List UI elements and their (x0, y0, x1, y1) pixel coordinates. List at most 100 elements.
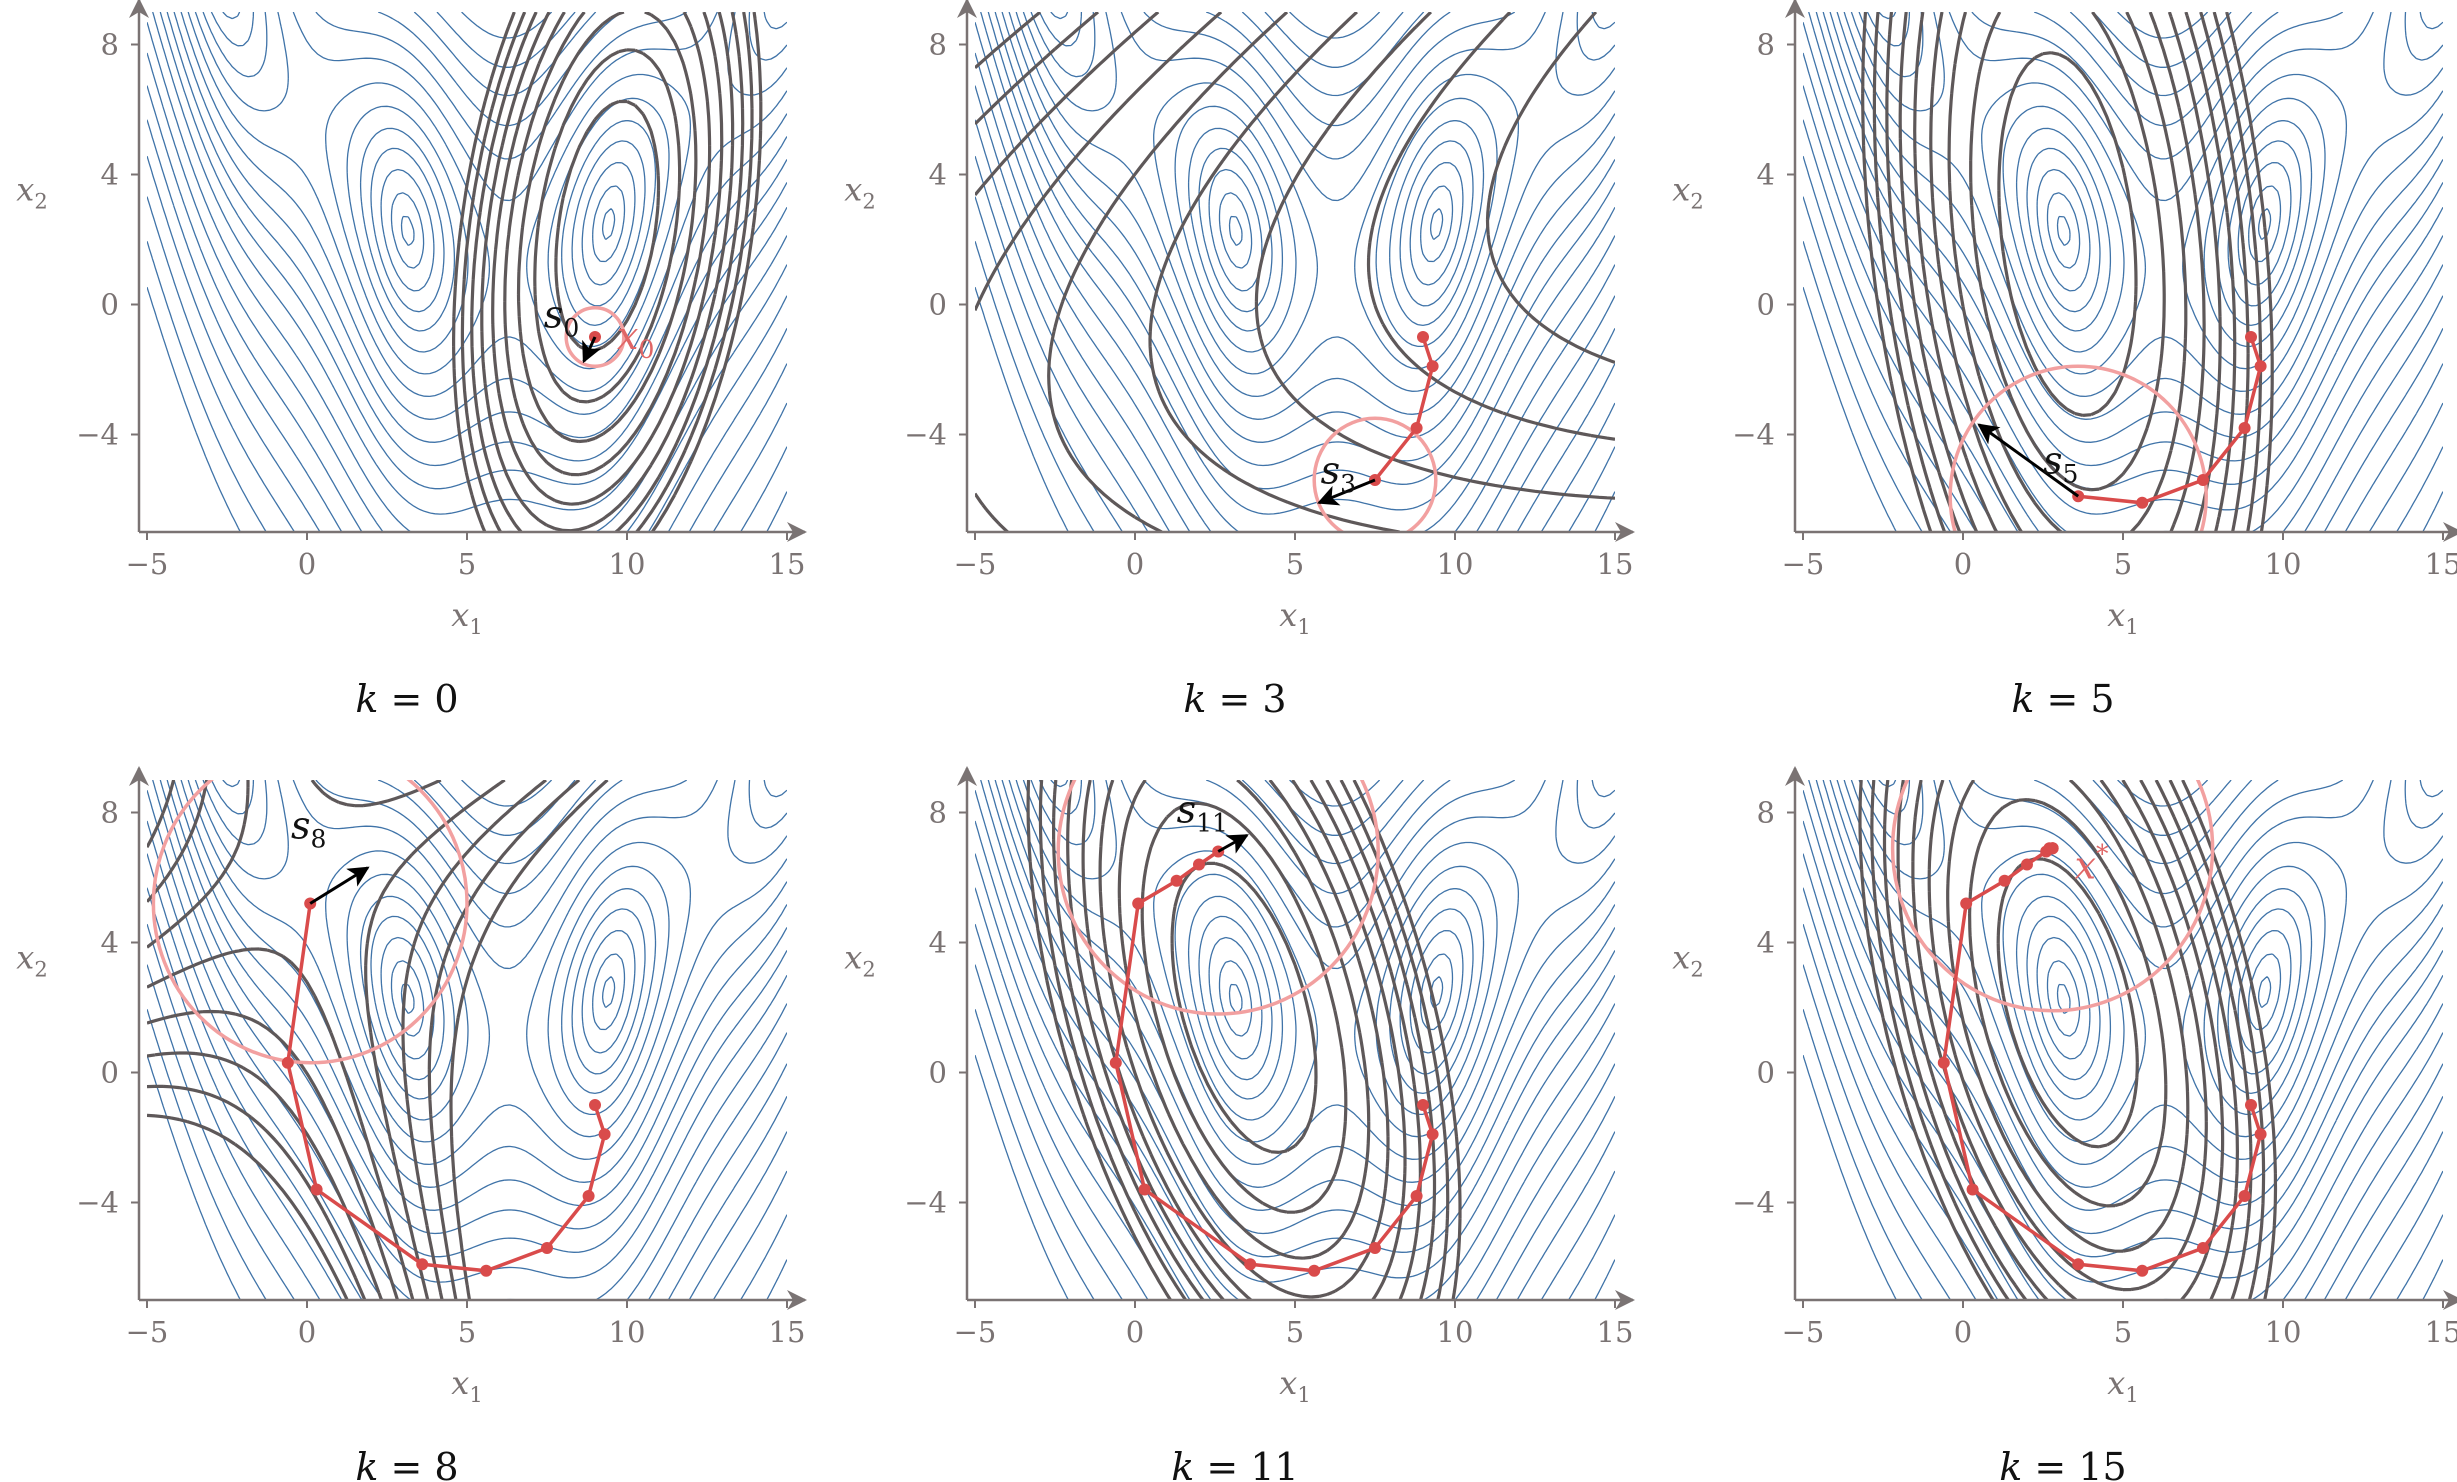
x-axis-label: x1 (451, 596, 482, 639)
iterate-point (1998, 874, 2011, 887)
plot-area (975, 780, 1615, 1300)
x-tick-label: 10 (2265, 1315, 2302, 1349)
iterate-point (2245, 331, 2257, 343)
iterate-point (1966, 1183, 1979, 1196)
y-tick-label: 0 (929, 1056, 947, 1090)
x-tick-label: 5 (1286, 547, 1304, 581)
iterate-point (2046, 842, 2059, 855)
plot-area (147, 780, 787, 1300)
x-tick-label: 10 (609, 547, 646, 581)
objective-contours (147, 780, 787, 1300)
iterate-point (598, 1128, 611, 1141)
x-tick-label: 5 (2114, 547, 2132, 581)
step-label: s11 (1177, 787, 1228, 837)
x-tick-label: 0 (298, 1315, 316, 1349)
y-tick-label: 4 (929, 926, 947, 960)
iterate-point (1426, 1128, 1439, 1141)
x-tick-label: 15 (2425, 1315, 2457, 1349)
iterate-point (2197, 1242, 2209, 1254)
model-contours (1026, 780, 1462, 1300)
trust-region (564, 306, 626, 368)
x-tick-label: 10 (609, 1315, 646, 1349)
step-label: s0 (544, 292, 579, 342)
y-tick-label: 0 (101, 288, 119, 322)
x-tick-label: 15 (2425, 547, 2457, 581)
x-tick-label: −5 (1782, 1315, 1825, 1349)
point-label: x0 (617, 314, 654, 364)
iterate-point (1410, 1190, 1423, 1202)
y-tick-label: −4 (1732, 418, 1775, 452)
trust-region (1056, 780, 1380, 1016)
iterate-point (589, 1099, 601, 1111)
panel-k-8: −5 0 5 10 15 −4 0 4 8 x1 x2 k = 8 s8 (16, 766, 807, 1482)
x-tick-label: −5 (954, 1315, 997, 1349)
y-tick-label: −4 (1732, 1186, 1775, 1220)
x-tick-label: 5 (458, 1315, 476, 1349)
step-label: s3 (1321, 448, 1356, 498)
iterate-point (416, 1258, 429, 1271)
y-tick-label: −4 (904, 418, 947, 452)
iterate-path (1373, 336, 1435, 482)
x-tick-label: −5 (126, 1315, 169, 1349)
iterate-point (1369, 1242, 1381, 1254)
x-tick-label: 10 (1437, 1315, 1474, 1349)
y-tick-label: 0 (929, 288, 947, 322)
x-tick-label: 0 (1954, 547, 1972, 581)
step-arrow (582, 336, 602, 364)
y-axis-label: x2 (844, 939, 875, 982)
model-contours (452, 12, 763, 532)
y-tick-label: −4 (76, 1186, 119, 1220)
x-tick-label: 0 (1126, 547, 1144, 581)
y-axis-label: x2 (16, 939, 47, 982)
x-tick-label: 15 (1597, 547, 1634, 581)
step-label: s8 (291, 804, 326, 854)
plot-area (1803, 780, 2443, 1300)
iterate-point (1426, 360, 1439, 373)
model-contours (1858, 780, 2278, 1300)
iterate-point (1960, 897, 1973, 910)
y-axis-label: x2 (16, 171, 47, 214)
panel-caption: k = 11 (1171, 1445, 1298, 1482)
iterate-point (541, 1242, 553, 1254)
panel-caption: k = 15 (1999, 1445, 2126, 1482)
iterate-point (2238, 1190, 2251, 1202)
step-label: s5 (2043, 439, 2078, 489)
iterate-point (2021, 858, 2033, 871)
y-axis-label: x2 (1672, 171, 1703, 214)
iterate-point (1410, 422, 1423, 434)
y-tick-label: 0 (1757, 1056, 1775, 1090)
plot-area (975, 12, 1615, 532)
iterate-point (2136, 1264, 2149, 1277)
x-tick-label: 0 (1954, 1315, 1972, 1349)
panel-k-11: −5 0 5 10 15 −4 0 4 8 x1 x2 k = 11 s11 (844, 766, 1635, 1482)
iterate-point (1193, 858, 1205, 871)
x-axis-label: x1 (1279, 1364, 1310, 1407)
x-tick-label: 0 (298, 547, 316, 581)
y-tick-label: 4 (1757, 926, 1775, 960)
point-label: x* (2075, 839, 2109, 887)
x-tick-label: 10 (2265, 547, 2302, 581)
step-arrow (1217, 833, 1249, 854)
plot-area (1803, 12, 2443, 532)
iterate-point (1132, 897, 1145, 910)
x-tick-label: 15 (1597, 1315, 1634, 1349)
trust-region (1312, 416, 1438, 532)
iterate-point (1170, 874, 1183, 887)
y-tick-label: 8 (929, 796, 947, 830)
x-tick-label: 15 (769, 1315, 806, 1349)
y-tick-label: −4 (76, 418, 119, 452)
iterate-point (1417, 1099, 1429, 1111)
iterate-point (2136, 496, 2149, 509)
y-tick-label: 8 (101, 28, 119, 62)
step-arrow (1317, 478, 1376, 506)
panel-caption: k = 8 (355, 1445, 458, 1482)
y-tick-label: 4 (1757, 158, 1775, 192)
x-axis-label: x1 (451, 1364, 482, 1407)
x-tick-label: −5 (1782, 547, 1825, 581)
model-contours (975, 12, 1615, 532)
y-tick-label: 8 (1757, 28, 1775, 62)
x-tick-label: 15 (769, 547, 806, 581)
model-contours (1861, 12, 2274, 532)
panel-caption: k = 5 (2011, 677, 2114, 721)
